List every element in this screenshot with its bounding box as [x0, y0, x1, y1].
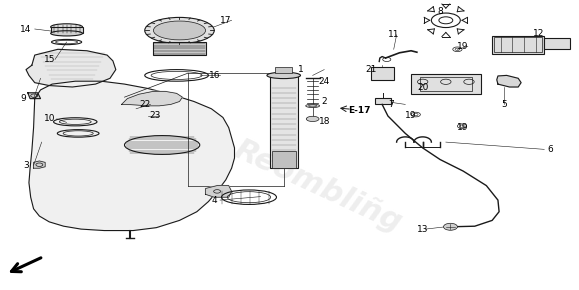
Polygon shape	[28, 93, 41, 99]
Text: Reômbliñg: Reômbliñg	[230, 133, 407, 238]
Text: 19: 19	[405, 111, 417, 121]
Bar	[544, 38, 570, 49]
Text: 1: 1	[298, 65, 304, 74]
Text: 6: 6	[547, 145, 553, 154]
Text: 9: 9	[20, 94, 26, 103]
Text: 21: 21	[365, 65, 376, 74]
Text: 11: 11	[388, 30, 400, 39]
Text: 8: 8	[437, 7, 443, 16]
Ellipse shape	[267, 72, 301, 79]
Bar	[411, 74, 481, 94]
Text: 15: 15	[43, 55, 55, 64]
Text: 12: 12	[533, 29, 544, 38]
Ellipse shape	[153, 21, 206, 40]
Text: 24: 24	[318, 77, 330, 86]
Ellipse shape	[51, 31, 83, 36]
Text: 3: 3	[23, 161, 29, 170]
Text: 13: 13	[417, 224, 428, 234]
Text: Parte: Parte	[126, 101, 221, 166]
Text: 10: 10	[43, 114, 55, 124]
Bar	[270, 75, 298, 168]
Ellipse shape	[51, 24, 83, 30]
Bar	[375, 98, 391, 104]
Polygon shape	[122, 91, 182, 106]
Bar	[272, 151, 296, 168]
Ellipse shape	[306, 116, 319, 122]
Polygon shape	[206, 186, 232, 197]
Bar	[492, 36, 544, 54]
Text: 17: 17	[220, 16, 232, 25]
Text: 14: 14	[20, 24, 32, 34]
Text: 7: 7	[388, 100, 394, 109]
Bar	[371, 67, 394, 80]
Polygon shape	[26, 49, 116, 87]
Text: 4: 4	[211, 195, 217, 205]
Text: 5: 5	[501, 100, 507, 109]
Ellipse shape	[306, 104, 320, 108]
Text: 19: 19	[457, 123, 469, 132]
Bar	[420, 77, 472, 91]
Bar	[51, 27, 83, 33]
Bar	[275, 67, 292, 73]
Text: 23: 23	[149, 111, 161, 121]
Ellipse shape	[145, 17, 214, 44]
Text: 18: 18	[318, 117, 330, 126]
Polygon shape	[34, 161, 45, 168]
Bar	[494, 37, 542, 52]
Text: 2: 2	[321, 97, 327, 106]
Bar	[153, 42, 206, 55]
Circle shape	[444, 223, 457, 230]
Polygon shape	[497, 75, 521, 87]
Text: 20: 20	[417, 82, 428, 92]
Text: E-17: E-17	[348, 106, 370, 115]
Text: 19: 19	[457, 42, 469, 51]
Text: 16: 16	[208, 71, 220, 80]
Polygon shape	[29, 81, 234, 231]
Text: 22: 22	[139, 100, 151, 109]
